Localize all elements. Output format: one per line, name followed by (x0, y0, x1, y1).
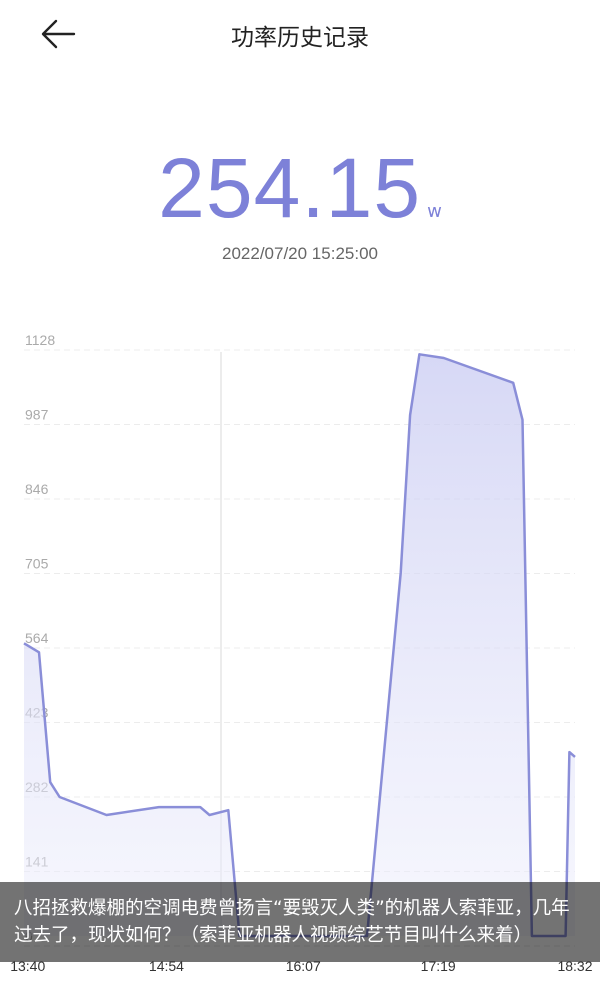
timestamp: 2022/07/20 15:25:00 (222, 244, 378, 263)
x-tick-label: 16:07 (286, 958, 321, 974)
y-tick-label: 987 (25, 407, 49, 423)
page-title: 功率历史记录 (231, 25, 369, 51)
x-tick-label: 14:54 (149, 958, 184, 974)
y-tick-label: 1128 (25, 332, 55, 348)
watermark-icon: 值 (479, 971, 501, 994)
area-fill (24, 354, 575, 936)
y-tick-label: 846 (25, 481, 49, 497)
y-tick-label: 705 (25, 556, 49, 572)
y-tick-label: 564 (25, 630, 49, 646)
caption[interactable]: 八招拯救爆棚的空调电费曾扬言“要毁灭人类”的机器人索菲亚，几年过去了，现状如何？… (14, 898, 570, 946)
reading: 254.15 w (0, 140, 600, 237)
watermark-text: 什么值得买 (507, 975, 592, 995)
caption-overlay (0, 882, 600, 962)
x-tick-label: 17:19 (421, 958, 456, 974)
x-tick-label: 13:40 (10, 958, 45, 974)
power-unit: w (427, 201, 442, 222)
x-tick-label: 18:32 (557, 958, 592, 974)
power-value: 254.15 (158, 141, 422, 235)
watermark: 值什么值得买 (479, 970, 592, 995)
back-button[interactable] (40, 16, 76, 52)
